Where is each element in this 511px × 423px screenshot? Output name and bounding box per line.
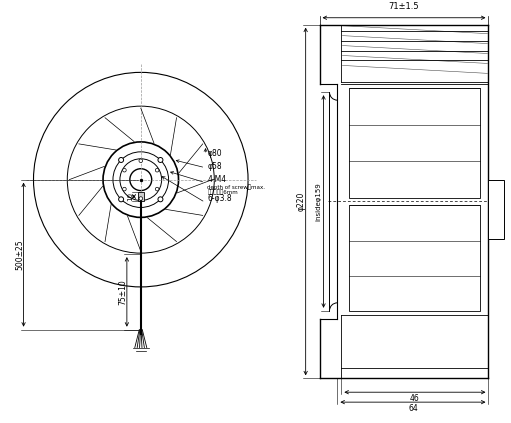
Text: insideφ159: insideφ159 — [316, 182, 321, 221]
Bar — [350, 88, 480, 198]
Text: 6-φ3.8: 6-φ3.8 — [207, 195, 232, 203]
Circle shape — [155, 168, 159, 172]
Circle shape — [158, 157, 163, 162]
Text: 71±1.5: 71±1.5 — [389, 2, 420, 11]
Text: 64: 64 — [408, 404, 418, 413]
Text: φ220: φ220 — [296, 192, 305, 211]
Circle shape — [119, 157, 124, 162]
Circle shape — [158, 197, 163, 202]
Text: 深度最大：6mm: 深度最大：6mm — [207, 189, 238, 195]
Circle shape — [119, 197, 124, 202]
Text: 46: 46 — [410, 394, 420, 403]
Text: depth of screw：max.: depth of screw：max. — [207, 184, 265, 190]
Bar — [489, 180, 504, 239]
Circle shape — [123, 168, 126, 172]
Text: φ80: φ80 — [207, 149, 222, 158]
Circle shape — [139, 159, 143, 162]
Text: φ58: φ58 — [207, 162, 222, 171]
Bar — [138, 192, 144, 201]
Circle shape — [139, 197, 143, 201]
Bar — [350, 206, 480, 311]
Text: 500±25: 500±25 — [15, 239, 24, 270]
Circle shape — [123, 187, 126, 191]
Text: 75±10: 75±10 — [119, 279, 127, 305]
Text: 4-M4: 4-M4 — [207, 175, 226, 184]
Text: 10: 10 — [127, 192, 133, 201]
Circle shape — [155, 187, 159, 191]
